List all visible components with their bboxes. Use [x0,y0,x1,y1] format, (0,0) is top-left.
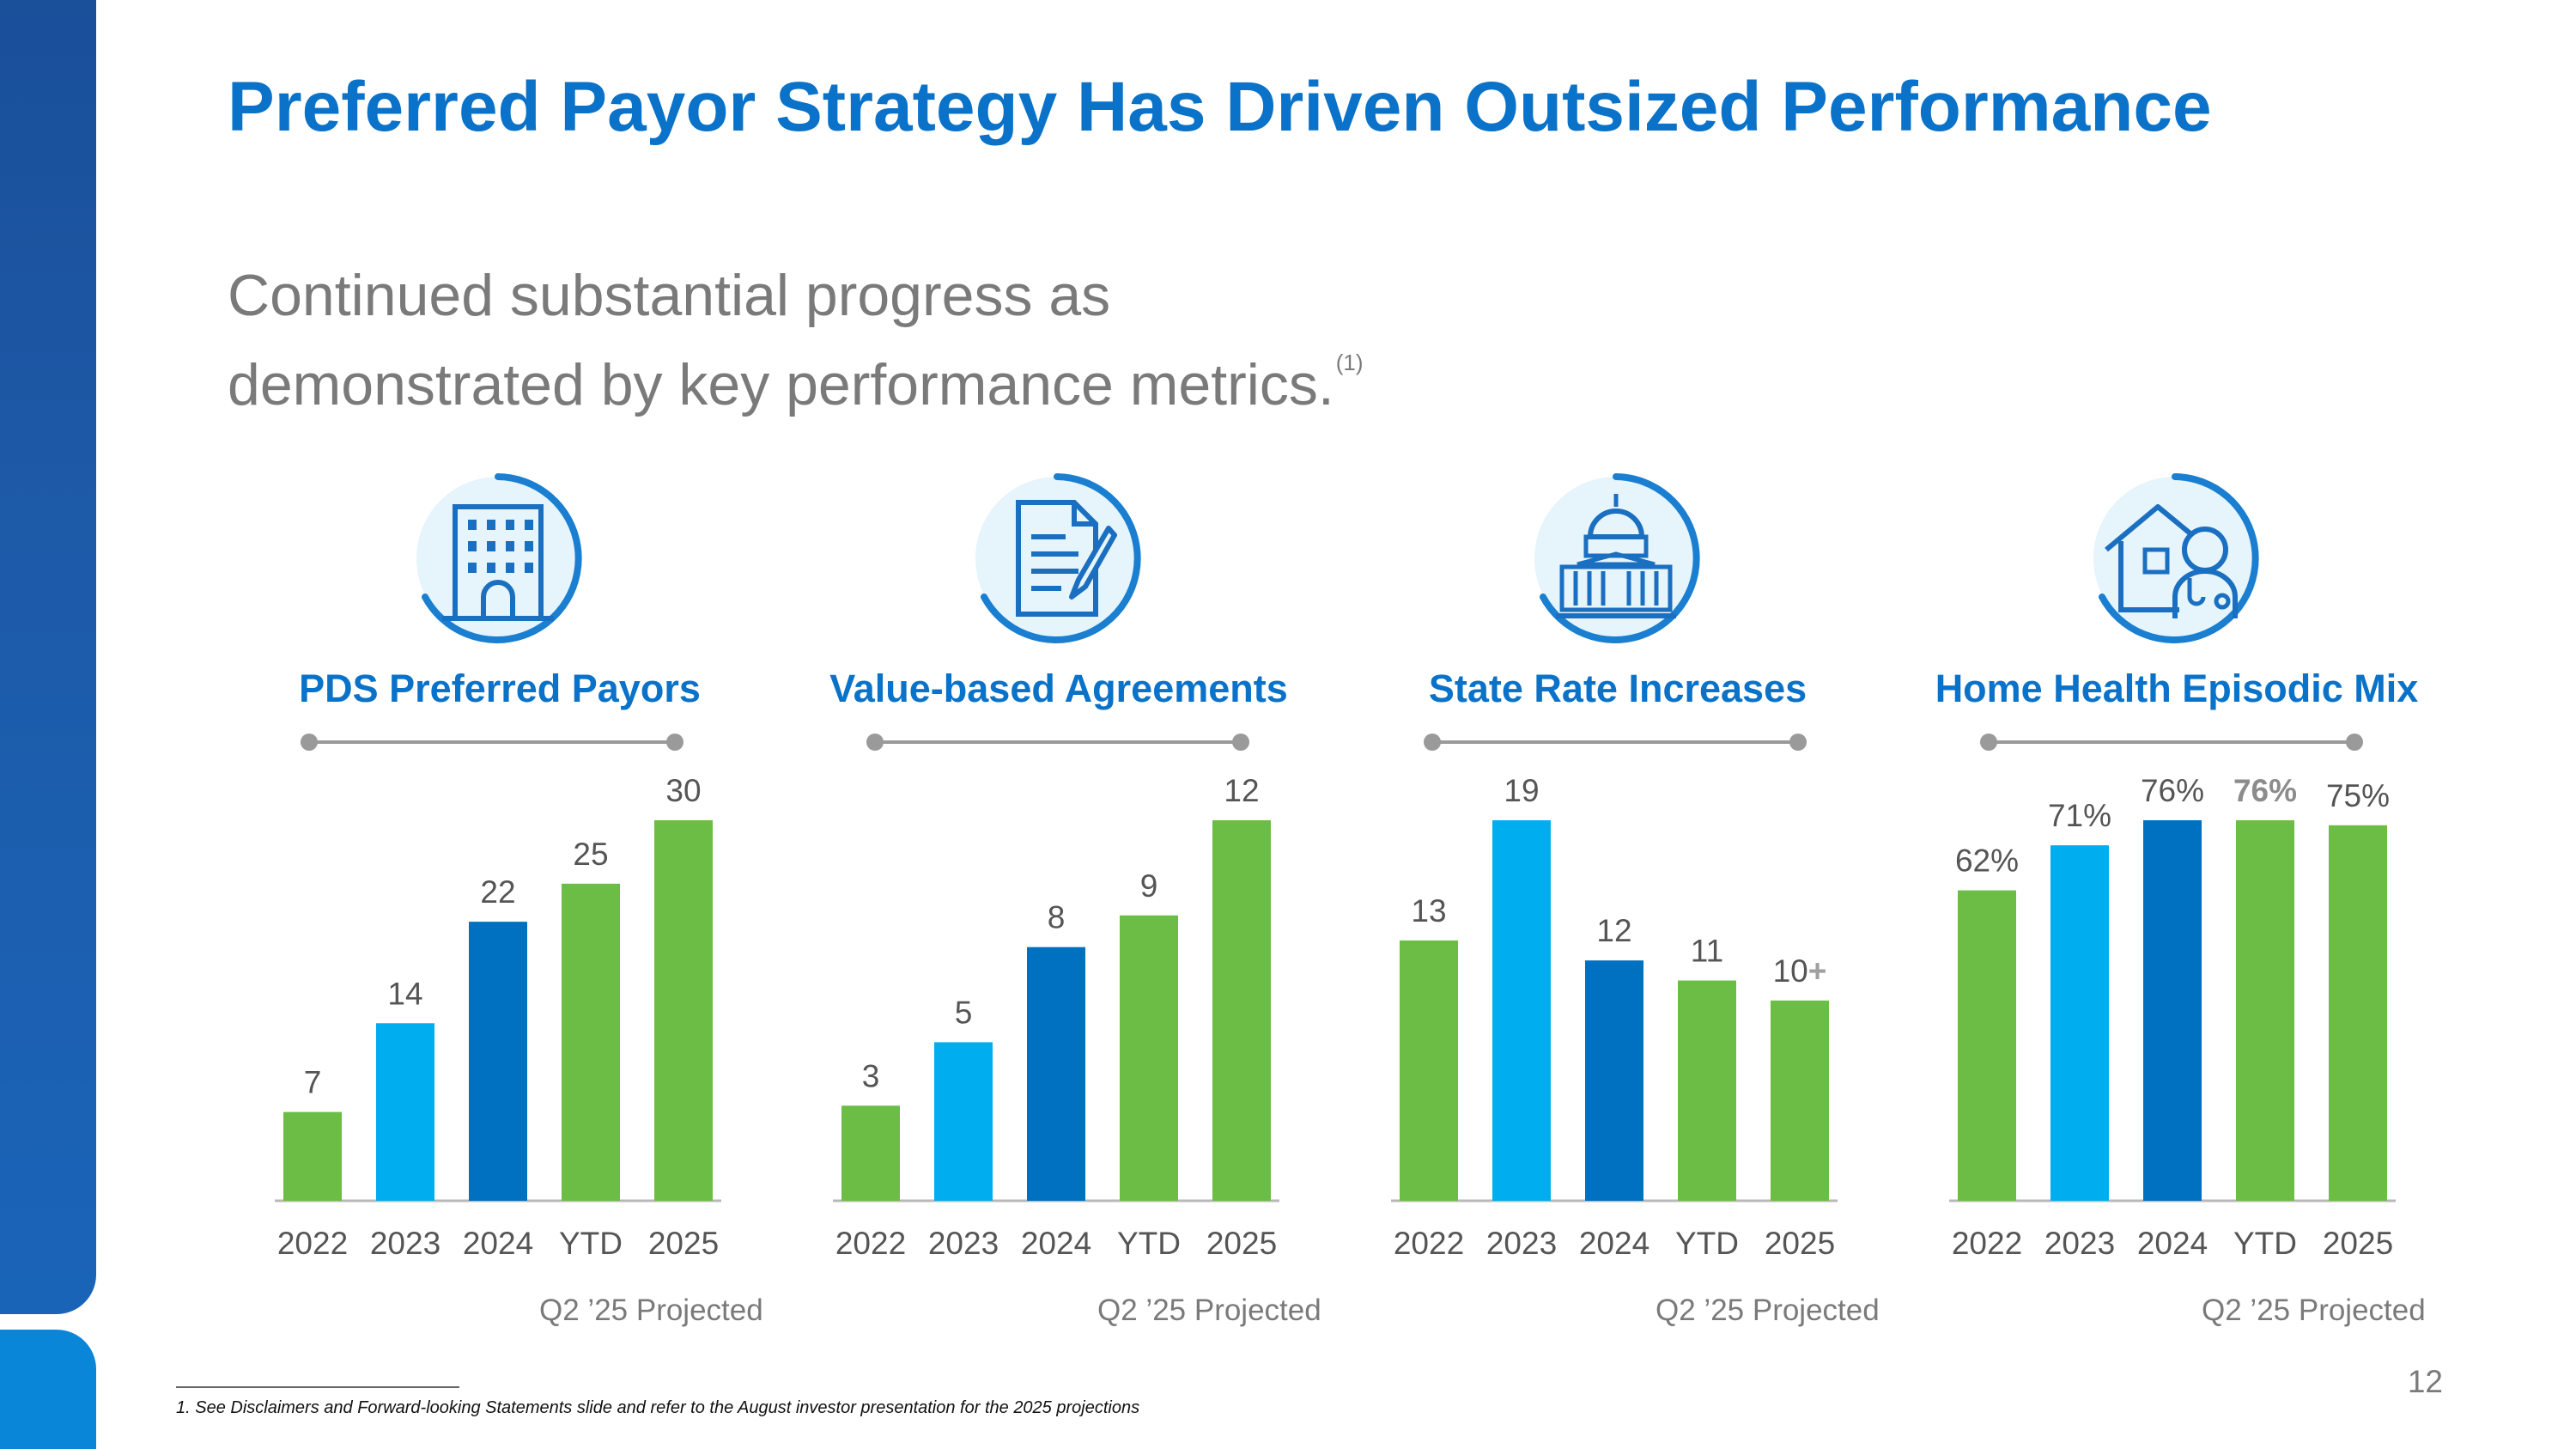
sidebar-accent-bottom [0,1330,96,1449]
x-tick-label: YTD [2233,1226,2297,1261]
footnote: 1. See Disclaimers and Forward-looking S… [176,1398,1140,1417]
home-health-icon [2085,468,2265,648]
x-tick-label: 2023 [928,1226,999,1261]
bar-2024 [1027,947,1085,1201]
chart-separator [1424,732,1807,752]
x-tick-label: 2024 [463,1226,533,1261]
bar-2025 [1212,820,1271,1201]
x-tick-label: 2025 [648,1226,719,1261]
data-label: 5 [955,995,973,1030]
x-tick-label: 2025 [1765,1226,1835,1261]
chart-separator [1980,732,2363,752]
data-label: 12 [1224,773,1259,808]
x-tick-label: 2025 [2323,1226,2393,1261]
x-tick-label: 2024 [1021,1226,1091,1261]
projected-note: Q2 ’25 Projected [1097,1294,1321,1327]
data-label: 7 [304,1065,322,1100]
page-title: Preferred Payor Strategy Has Driven Outs… [228,68,2212,146]
x-tick-label: 2025 [1206,1226,1277,1261]
data-label: 13 [1411,893,1446,928]
subtitle-line-2-text: demonstrated by key performance metrics. [228,352,1334,417]
data-label: 71% [2048,798,2111,833]
x-tick-label: 2022 [1952,1226,2022,1261]
subtitle-line-2: demonstrated by key performance metrics.… [228,329,1516,418]
footnote-ref: (1) [1335,350,1364,375]
bar-ytd [1120,915,1178,1201]
bar-ytd [562,883,620,1201]
bar-2022 [1958,890,2016,1201]
data-label: 76% [2141,773,2204,808]
data-label: 11 [1691,934,1723,969]
projected-note: Q2 ’25 Projected [539,1294,763,1327]
data-label: 22 [480,874,515,910]
bar-2023 [934,1042,993,1201]
bar-ytd [1678,980,1736,1201]
sidebar-accent-top [0,0,96,1314]
chart-title-pds-preferred-payors: PDS Preferred Payors [299,667,701,710]
x-tick-label: 2023 [2044,1226,2115,1261]
data-label: 75% [2326,778,2390,813]
bar-2024 [1585,960,1643,1201]
bar-2023 [376,1023,434,1201]
chart-title-value-based-agreements: Value-based Agreements [829,667,1288,710]
page-number: 12 [2407,1364,2443,1399]
capitol-building-icon [1526,468,1706,648]
subtitle-line-1: Continued substantial progress as [228,263,1111,328]
chart-separator [866,732,1249,752]
data-label: 19 [1504,773,1539,808]
chart-title-state-rate-increases: State Rate Increases [1428,667,1807,710]
document-pen-icon [967,468,1147,648]
subtitle: Continued substantial progress as demons… [228,262,1516,418]
bar-2024 [2143,820,2202,1201]
data-label: 30 [665,773,701,808]
bar-2023 [2050,845,2109,1201]
x-tick-label: 2022 [277,1226,348,1261]
x-tick-label: 2023 [1486,1226,1557,1261]
data-label: 76% [2233,773,2297,808]
bar-2024 [469,922,527,1201]
x-tick-label: 2024 [1579,1226,1649,1261]
bar-2022 [1400,940,1458,1201]
bar-2025 [1771,1000,1829,1201]
data-label: 8 [1048,900,1066,935]
x-tick-label: 2024 [2137,1226,2208,1261]
bar-2023 [1492,820,1551,1201]
x-tick-label: YTD [1117,1226,1181,1261]
x-tick-label: 2022 [835,1226,906,1261]
x-tick-label: YTD [1675,1226,1739,1261]
bar-2025 [654,820,713,1201]
bar-2022 [841,1105,900,1201]
bar-2022 [283,1111,342,1201]
projected-note: Q2 ’25 Projected [1656,1294,1880,1327]
x-tick-label: 2023 [370,1226,440,1261]
chart-separator [301,732,683,752]
data-label: 9 [1140,868,1158,904]
projected-note: Q2 ’25 Projected [2202,1294,2426,1327]
x-tick-label: 2022 [1394,1226,1464,1261]
chart-title-home-health-episodic-mix: Home Health Episodic Mix [1935,667,2419,710]
bar-2025 [2329,825,2387,1201]
label-suffix: + [1808,953,1827,989]
data-label: 12 [1596,913,1631,948]
data-label: 25 [573,837,608,872]
x-tick-label: YTD [559,1226,623,1261]
footnote-rule [176,1386,459,1388]
office-building-icon [408,468,588,648]
data-label: 3 [862,1058,880,1093]
data-label: 62% [1955,843,2019,879]
data-label: 10+ [1773,953,1827,989]
bar-ytd [2236,820,2294,1201]
data-label: 14 [387,976,422,1011]
